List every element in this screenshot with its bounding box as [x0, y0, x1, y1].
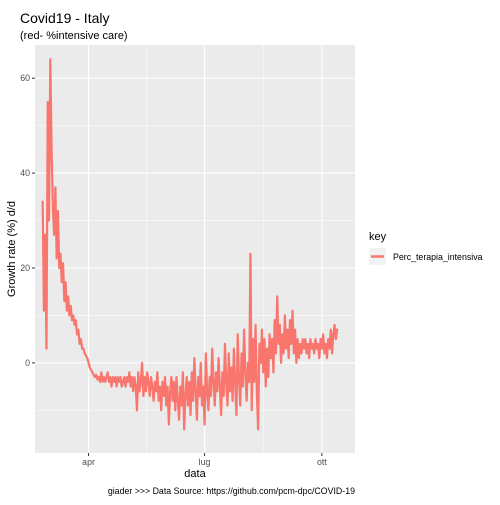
legend: key Perc_terapia_intensiva	[369, 231, 483, 265]
y-axis: 0 20 40 60	[20, 73, 35, 368]
chart-subtitle: (red- %intensive care)	[20, 30, 128, 42]
y-axis-label: Growth rate (%) d/d	[6, 201, 18, 297]
y-tick-label: 0	[25, 358, 30, 368]
y-tick-label: 40	[20, 168, 30, 178]
x-tick-label: lug	[199, 457, 211, 467]
chart-caption: giader >>> Data Source: https://github.c…	[108, 486, 355, 496]
x-axis: apr lug ott	[82, 453, 327, 467]
x-axis-label: data	[184, 468, 206, 480]
series-line-0	[41, 58, 339, 431]
y-tick-label: 20	[20, 263, 30, 273]
legend-title: key	[369, 231, 387, 243]
series-layer	[41, 58, 339, 431]
chart-title: Covid19 - Italy	[20, 10, 109, 26]
legend-series-label: Perc_terapia_intensiva	[393, 252, 483, 262]
x-tick-label: apr	[82, 457, 95, 467]
x-tick-label: ott	[317, 457, 327, 467]
y-tick-label: 60	[20, 73, 30, 83]
